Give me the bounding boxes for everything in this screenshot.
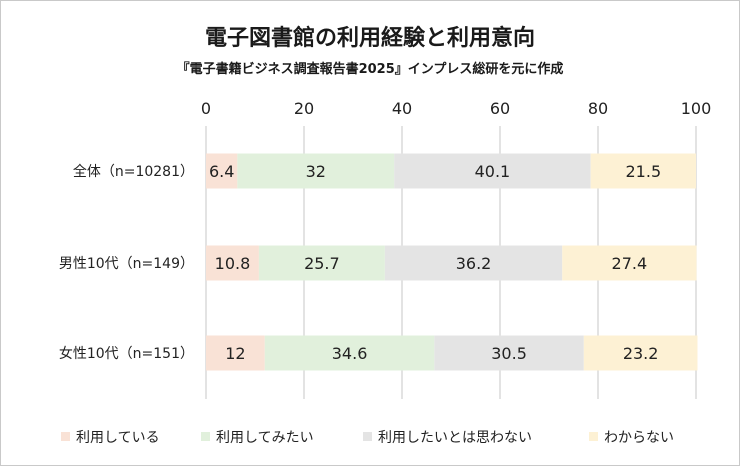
chart-subtitle: 『電子書籍ビジネス調査報告書2025』インプレス総研を元に作成 (177, 61, 564, 77)
legend-swatch (201, 432, 210, 441)
legend-label: 利用している (76, 430, 160, 446)
x-axis-ticks: 0 20 40 60 80 100 (201, 99, 711, 118)
bar-segment (237, 153, 395, 189)
bar-segment (583, 335, 698, 371)
category-label: 女性10代（n=151） (59, 345, 194, 362)
legend-swatch (61, 432, 70, 441)
x-tick-label: 0 (201, 99, 211, 118)
data-label: 32 (306, 162, 326, 181)
category-label: 全体（n=10281） (73, 163, 194, 180)
x-tick-label: 20 (294, 99, 314, 118)
data-label: 30.5 (491, 344, 527, 363)
bar-segment (562, 245, 697, 281)
legend-swatch (589, 432, 598, 441)
bar-segment (590, 153, 696, 189)
x-tick-label: 80 (588, 99, 608, 118)
bar-segment (384, 245, 563, 281)
bar-segment (394, 153, 591, 189)
data-label: 12 (225, 344, 245, 363)
chart-title: 電子図書館の利用経験と利用意向 (205, 25, 535, 51)
data-label: 23.2 (623, 344, 659, 363)
legend: 利用している 利用してみたい 利用したいとは思わない わからない (61, 430, 674, 446)
data-label: 36.2 (456, 254, 492, 273)
legend-label: わからない (604, 430, 674, 446)
category-labels: 全体（n=10281） 男性10代（n=149） 女性10代（n=151） (59, 163, 194, 362)
x-tick-label: 40 (392, 99, 412, 118)
data-label: 27.4 (612, 254, 648, 273)
bars: 6.4 32 40.1 21.5 10.8 25.7 36.2 27.4 12 34.6 30.5 2… (206, 153, 698, 371)
legend-swatch (363, 432, 372, 441)
legend-label: 利用したいとは思わない (378, 430, 532, 446)
bar-segment (206, 153, 238, 189)
bar-segment (206, 335, 265, 371)
legend-label: 利用してみたい (216, 430, 314, 446)
x-tick-label: 100 (681, 99, 712, 118)
data-label: 6.4 (209, 162, 234, 181)
bar-segment (258, 245, 385, 281)
bar-segment (206, 245, 259, 281)
bar-segment (434, 335, 584, 371)
x-tick-label: 60 (490, 99, 510, 118)
data-label: 10.8 (215, 254, 251, 273)
data-label: 25.7 (304, 254, 340, 273)
data-label: 40.1 (475, 162, 511, 181)
bar-segment (264, 335, 435, 371)
data-label: 21.5 (626, 162, 662, 181)
data-label: 34.6 (332, 344, 368, 363)
category-label: 男性10代（n=149） (59, 256, 194, 272)
